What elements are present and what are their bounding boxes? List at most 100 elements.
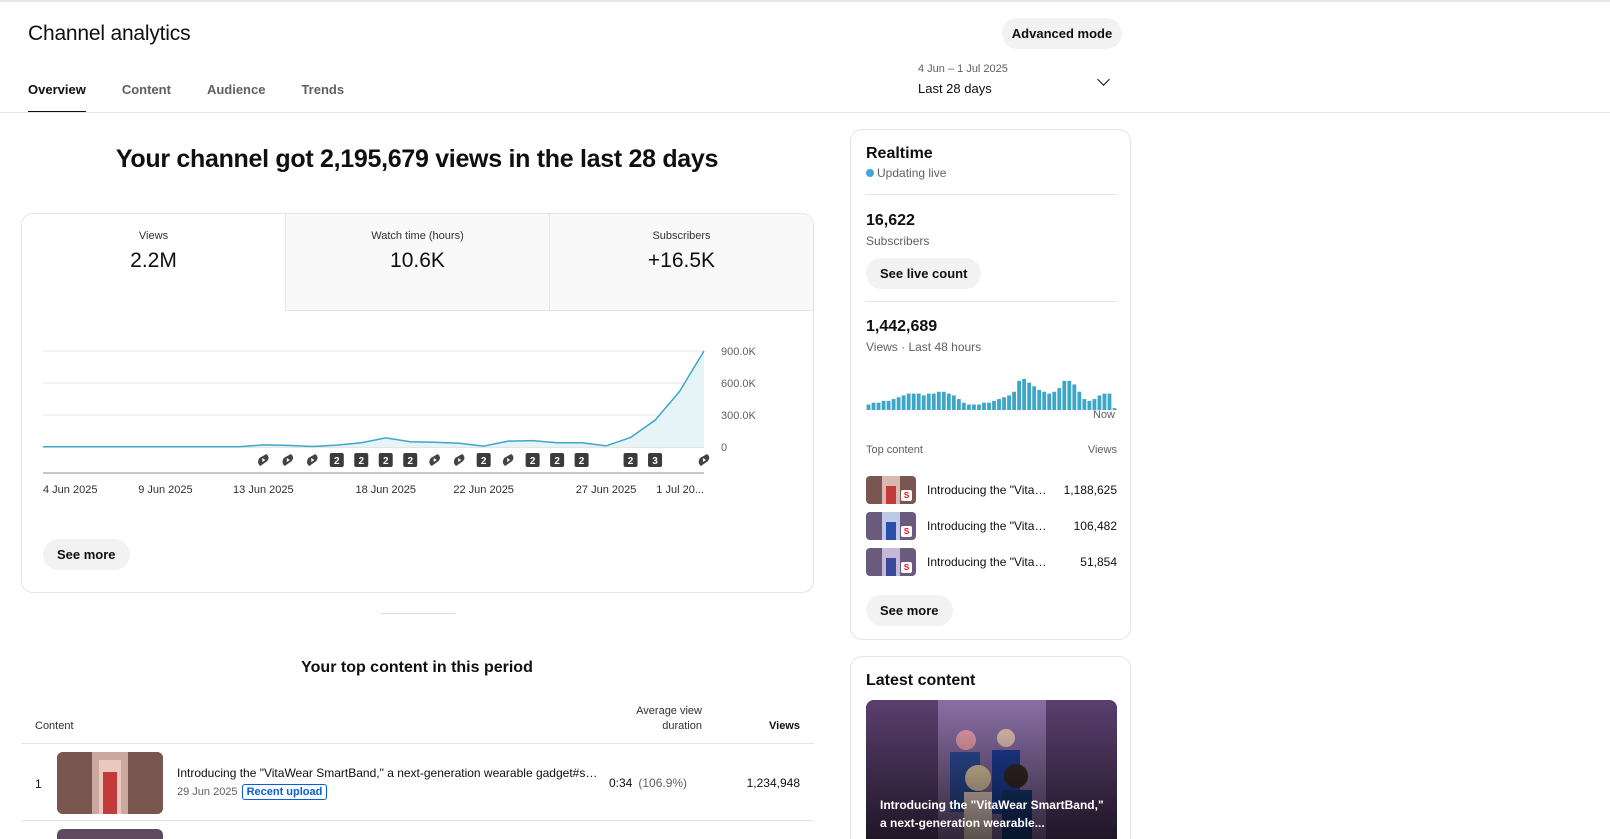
realtime-bar[interactable] bbox=[1112, 408, 1117, 410]
realtime-bar[interactable] bbox=[881, 400, 886, 410]
data-point[interactable] bbox=[110, 441, 122, 453]
data-point[interactable] bbox=[257, 439, 269, 451]
advanced-mode-button[interactable]: Advanced mode bbox=[1002, 18, 1122, 49]
tab-content[interactable]: Content bbox=[121, 82, 171, 97]
realtime-bar[interactable] bbox=[926, 393, 931, 410]
metric-tab-views[interactable]: Views 2.2M bbox=[22, 214, 285, 311]
column-avg-view-duration[interactable]: Average view duration bbox=[636, 705, 702, 732]
realtime-bar[interactable] bbox=[1042, 391, 1047, 410]
realtime-bar[interactable] bbox=[866, 404, 871, 410]
metric-tab-watch-time[interactable]: Watch time (hours) 10.6K bbox=[285, 214, 549, 311]
realtime-bar[interactable] bbox=[946, 393, 951, 410]
realtime-bar[interactable] bbox=[1077, 391, 1082, 410]
realtime-bar[interactable] bbox=[956, 399, 961, 410]
data-point[interactable] bbox=[306, 440, 318, 452]
list-item[interactable]: S Introducing the "VitaWear SmartBand" 1… bbox=[866, 476, 1117, 504]
data-point[interactable] bbox=[184, 441, 196, 453]
content-thumbnail[interactable]: S bbox=[866, 512, 916, 540]
realtime-bar[interactable] bbox=[977, 404, 981, 410]
realtime-bar[interactable] bbox=[1022, 379, 1027, 410]
realtime-bar[interactable] bbox=[1102, 393, 1107, 410]
upload-count-marker[interactable]: 2 bbox=[354, 453, 369, 467]
video-thumbnail[interactable] bbox=[57, 752, 163, 814]
realtime-bar[interactable] bbox=[1067, 380, 1072, 410]
data-point[interactable] bbox=[453, 437, 465, 449]
upload-count-marker[interactable]: 2 bbox=[574, 453, 589, 467]
latest-video-thumbnail[interactable]: Introducing the "VitaWear SmartBand," a … bbox=[866, 700, 1117, 839]
data-point[interactable] bbox=[674, 386, 686, 398]
see-live-count-button[interactable]: See live count bbox=[866, 258, 982, 289]
upload-count-marker[interactable]: 2 bbox=[525, 453, 540, 467]
data-point[interactable] bbox=[527, 435, 539, 447]
realtime-bar[interactable] bbox=[891, 399, 896, 410]
realtime-bar[interactable] bbox=[916, 393, 921, 410]
realtime-bar[interactable] bbox=[941, 391, 946, 410]
list-item[interactable]: S Introducing the "VitaWear SmartBand" 5… bbox=[866, 548, 1117, 576]
realtime-bar[interactable] bbox=[896, 397, 901, 410]
realtime-bar[interactable] bbox=[992, 400, 996, 410]
realtime-bar[interactable] bbox=[1062, 380, 1067, 410]
data-point[interactable] bbox=[404, 436, 416, 448]
content-thumbnail[interactable]: S bbox=[866, 476, 916, 504]
tab-trends[interactable]: Trends bbox=[301, 82, 345, 97]
data-point[interactable] bbox=[698, 345, 710, 357]
shorts-upload-icon[interactable] bbox=[282, 454, 294, 466]
upload-count-marker[interactable]: 2 bbox=[476, 453, 491, 467]
realtime-bar[interactable] bbox=[1097, 395, 1102, 410]
data-point[interactable] bbox=[331, 439, 343, 451]
realtime-bar[interactable] bbox=[1082, 399, 1087, 410]
list-item[interactable]: S Introducing the "VitaWear SmartBand" 1… bbox=[866, 512, 1117, 540]
data-point[interactable] bbox=[576, 437, 588, 449]
data-point[interactable] bbox=[282, 439, 294, 451]
realtime-bar[interactable] bbox=[1032, 386, 1037, 410]
shorts-upload-icon[interactable] bbox=[453, 454, 465, 466]
realtime-bar[interactable] bbox=[1037, 389, 1042, 410]
shorts-upload-icon[interactable] bbox=[307, 454, 318, 466]
realtime-bar[interactable] bbox=[1057, 388, 1062, 410]
shorts-upload-icon[interactable] bbox=[698, 454, 710, 466]
realtime-bar[interactable] bbox=[911, 393, 916, 410]
video-thumbnail[interactable] bbox=[57, 829, 163, 839]
realtime-bar[interactable] bbox=[921, 395, 926, 410]
realtime-bar[interactable] bbox=[987, 402, 991, 410]
data-point[interactable] bbox=[159, 441, 171, 453]
table-row[interactable]: 1 Introducing the "VitaWear SmartBand," … bbox=[21, 745, 814, 821]
content-title[interactable]: Introducing the "VitaWear SmartBand" bbox=[927, 519, 1047, 533]
realtime-bar[interactable] bbox=[901, 395, 906, 410]
data-point[interactable] bbox=[649, 414, 661, 426]
realtime-bar[interactable] bbox=[951, 395, 956, 410]
upload-count-marker[interactable]: 3 bbox=[648, 453, 663, 467]
realtime-bar[interactable] bbox=[1072, 384, 1077, 410]
content-title[interactable]: Introducing the "VitaWear SmartBand" bbox=[927, 555, 1047, 569]
realtime-bar[interactable] bbox=[997, 399, 1001, 410]
data-point[interactable] bbox=[380, 432, 392, 444]
realtime-bar[interactable] bbox=[886, 400, 891, 410]
data-point[interactable] bbox=[37, 441, 49, 453]
metric-tab-subscribers[interactable]: Subscribers +16.5K bbox=[549, 214, 813, 311]
data-point[interactable] bbox=[61, 441, 73, 453]
realtime-bar[interactable] bbox=[871, 402, 876, 410]
realtime-bar[interactable] bbox=[972, 404, 976, 410]
realtime-bar[interactable] bbox=[982, 402, 986, 410]
column-views[interactable]: Views bbox=[769, 720, 800, 732]
data-point[interactable] bbox=[135, 441, 147, 453]
realtime-bar[interactable] bbox=[936, 391, 941, 410]
realtime-bar[interactable] bbox=[1107, 393, 1112, 410]
realtime-bar[interactable] bbox=[1002, 397, 1006, 410]
data-point[interactable] bbox=[429, 436, 441, 448]
upload-count-marker[interactable]: 2 bbox=[329, 453, 344, 467]
upload-count-marker[interactable]: 2 bbox=[403, 453, 418, 467]
content-title[interactable]: Introducing the "VitaWear SmartBand" bbox=[927, 483, 1047, 497]
realtime-bar[interactable] bbox=[1087, 400, 1092, 410]
shorts-upload-icon[interactable] bbox=[502, 454, 514, 466]
realtime-bar[interactable] bbox=[906, 393, 911, 410]
realtime-bar[interactable] bbox=[1012, 391, 1016, 410]
realtime-bar[interactable] bbox=[961, 402, 966, 410]
realtime-bar[interactable] bbox=[967, 404, 971, 410]
tab-audience[interactable]: Audience bbox=[206, 82, 266, 97]
chart-see-more-button[interactable]: See more bbox=[43, 539, 130, 570]
realtime-bar[interactable] bbox=[931, 393, 936, 410]
data-point[interactable] bbox=[502, 435, 514, 447]
tab-overview[interactable]: Overview bbox=[28, 82, 86, 113]
upload-count-marker[interactable]: 2 bbox=[378, 453, 393, 467]
